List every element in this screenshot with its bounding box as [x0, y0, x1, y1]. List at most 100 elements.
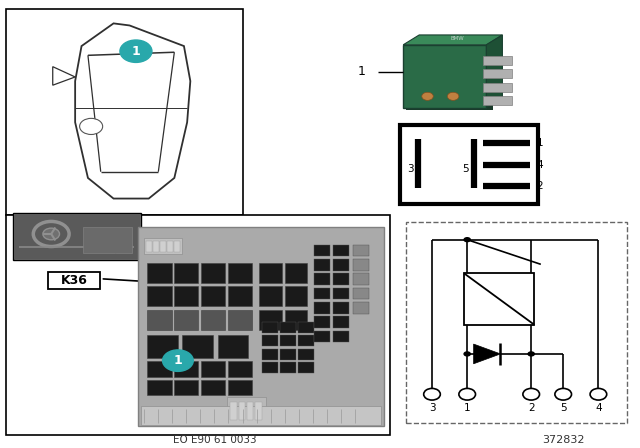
Bar — [406, 222, 627, 423]
Text: 4: 4 — [595, 403, 602, 413]
Text: 5: 5 — [463, 164, 469, 173]
Bar — [483, 69, 512, 78]
Circle shape — [463, 237, 471, 242]
Bar — [201, 263, 225, 283]
Bar — [174, 380, 198, 395]
Bar — [174, 241, 180, 252]
Bar — [314, 288, 330, 299]
Bar — [230, 402, 237, 420]
Bar — [353, 273, 369, 285]
Bar — [353, 245, 369, 256]
Text: 2: 2 — [536, 181, 543, 191]
Bar — [400, 125, 538, 204]
Bar — [6, 9, 243, 215]
Bar — [147, 263, 172, 283]
Bar — [6, 215, 390, 435]
Bar — [247, 402, 253, 420]
Polygon shape — [486, 35, 502, 108]
Bar — [280, 349, 296, 360]
Bar — [201, 380, 225, 395]
Circle shape — [43, 228, 60, 240]
Bar — [259, 263, 282, 283]
Bar — [174, 361, 198, 377]
Text: 1: 1 — [358, 65, 365, 78]
Bar — [403, 45, 486, 108]
Bar — [182, 335, 213, 358]
Bar — [483, 83, 512, 92]
Bar — [333, 273, 349, 285]
Bar — [153, 241, 159, 252]
Bar — [228, 263, 252, 283]
Text: 3: 3 — [429, 403, 435, 413]
Bar — [353, 302, 369, 314]
Bar — [353, 288, 369, 299]
Bar — [147, 286, 172, 306]
Bar — [227, 397, 266, 422]
Text: 2: 2 — [528, 403, 534, 413]
Circle shape — [120, 40, 152, 62]
Bar — [262, 362, 278, 373]
Text: 5: 5 — [560, 403, 566, 413]
Bar — [314, 316, 330, 328]
Circle shape — [459, 388, 476, 400]
Bar — [262, 322, 278, 333]
Bar — [464, 273, 534, 325]
Bar — [83, 227, 132, 253]
Bar — [314, 259, 330, 271]
Bar — [298, 322, 314, 333]
Bar — [174, 263, 198, 283]
Bar — [314, 302, 330, 314]
Text: K36: K36 — [61, 274, 88, 287]
Bar — [353, 259, 369, 271]
Bar — [333, 302, 349, 314]
Bar — [259, 286, 282, 306]
Bar — [255, 402, 262, 420]
Circle shape — [555, 388, 572, 400]
Text: BMW: BMW — [451, 35, 465, 41]
Bar — [406, 45, 493, 110]
Bar — [138, 227, 384, 426]
Bar — [146, 241, 152, 252]
Bar — [228, 286, 252, 306]
Text: 1: 1 — [132, 45, 140, 58]
Bar — [13, 213, 141, 260]
Circle shape — [424, 388, 440, 400]
Bar — [218, 335, 248, 358]
Bar — [14, 214, 140, 259]
Bar — [285, 310, 307, 330]
Bar — [262, 335, 278, 346]
Bar — [147, 380, 172, 395]
Bar — [228, 361, 252, 377]
Polygon shape — [474, 344, 500, 364]
Bar — [174, 310, 198, 330]
Bar — [298, 349, 314, 360]
Bar — [483, 56, 512, 65]
Bar — [147, 361, 172, 377]
Bar — [147, 310, 172, 330]
Circle shape — [463, 351, 471, 357]
Circle shape — [79, 118, 102, 134]
Bar — [333, 331, 349, 342]
Text: EO E90 61 0033: EO E90 61 0033 — [173, 435, 256, 445]
Bar — [259, 310, 282, 330]
Bar — [483, 96, 512, 105]
Text: 1: 1 — [464, 403, 470, 413]
Bar — [141, 406, 381, 425]
Circle shape — [422, 92, 433, 100]
Bar — [48, 272, 100, 289]
Bar — [167, 241, 173, 252]
Bar — [285, 286, 307, 306]
Bar — [201, 361, 225, 377]
Circle shape — [163, 350, 193, 371]
Bar — [228, 380, 252, 395]
Text: 4: 4 — [536, 159, 543, 170]
Bar — [144, 238, 182, 254]
Circle shape — [523, 388, 540, 400]
Circle shape — [527, 351, 535, 357]
Text: 372832: 372832 — [542, 435, 584, 445]
Bar — [333, 259, 349, 271]
Bar — [262, 349, 278, 360]
Text: 1: 1 — [173, 354, 182, 367]
Bar — [201, 310, 225, 330]
Bar — [147, 335, 178, 358]
